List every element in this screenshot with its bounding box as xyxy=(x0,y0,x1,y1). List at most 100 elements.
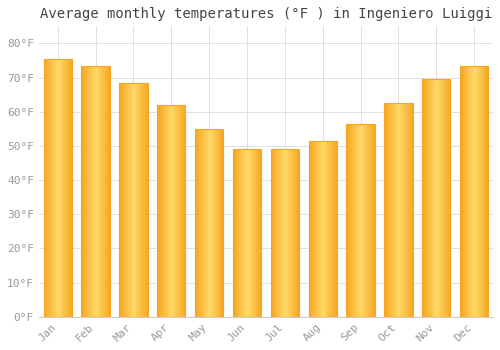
Bar xyxy=(175,105,176,317)
Bar xyxy=(474,65,475,317)
Bar xyxy=(66,59,67,317)
Bar xyxy=(244,149,245,317)
Bar xyxy=(396,103,398,317)
Bar xyxy=(246,149,247,317)
Bar xyxy=(182,105,184,317)
Bar xyxy=(254,149,256,317)
Bar xyxy=(88,65,89,317)
Bar xyxy=(52,59,53,317)
Bar xyxy=(404,103,405,317)
Bar xyxy=(346,124,348,317)
Bar xyxy=(440,79,441,317)
Bar xyxy=(89,65,90,317)
Bar xyxy=(170,105,172,317)
Bar xyxy=(374,124,375,317)
Bar xyxy=(321,141,322,317)
Bar xyxy=(389,103,390,317)
Bar xyxy=(313,141,314,317)
Bar xyxy=(470,65,472,317)
Bar xyxy=(442,79,443,317)
Bar xyxy=(49,59,50,317)
Bar xyxy=(280,149,281,317)
Bar xyxy=(168,105,170,317)
Bar xyxy=(184,105,186,317)
Bar xyxy=(50,59,51,317)
Bar xyxy=(71,59,72,317)
Bar xyxy=(91,65,92,317)
Bar xyxy=(391,103,392,317)
Bar xyxy=(90,65,91,317)
Bar xyxy=(92,65,94,317)
Bar xyxy=(206,129,208,317)
Bar xyxy=(423,79,424,317)
Bar xyxy=(466,65,468,317)
Bar xyxy=(109,65,110,317)
Bar xyxy=(406,103,407,317)
Bar xyxy=(233,149,261,317)
Bar xyxy=(407,103,408,317)
Bar xyxy=(163,105,164,317)
Bar xyxy=(312,141,313,317)
Bar xyxy=(251,149,252,317)
Bar xyxy=(434,79,436,317)
Bar xyxy=(360,124,362,317)
Bar xyxy=(326,141,328,317)
Bar xyxy=(409,103,410,317)
Bar xyxy=(270,149,299,317)
Bar xyxy=(322,141,324,317)
Bar xyxy=(143,83,144,317)
Bar xyxy=(108,65,109,317)
Bar xyxy=(476,65,477,317)
Bar xyxy=(102,65,103,317)
Bar xyxy=(98,65,100,317)
Bar xyxy=(250,149,251,317)
Bar xyxy=(119,83,148,317)
Bar xyxy=(96,65,98,317)
Bar xyxy=(68,59,69,317)
Bar xyxy=(103,65,104,317)
Bar xyxy=(373,124,374,317)
Bar xyxy=(211,129,212,317)
Bar xyxy=(137,83,138,317)
Bar xyxy=(157,105,158,317)
Bar xyxy=(390,103,391,317)
Bar xyxy=(308,141,337,317)
Bar xyxy=(355,124,356,317)
Bar xyxy=(84,65,85,317)
Bar xyxy=(400,103,402,317)
Bar xyxy=(333,141,334,317)
Bar xyxy=(402,103,403,317)
Bar xyxy=(310,141,312,317)
Bar xyxy=(387,103,388,317)
Bar xyxy=(119,83,120,317)
Bar xyxy=(281,149,282,317)
Bar xyxy=(145,83,146,317)
Bar xyxy=(366,124,367,317)
Bar xyxy=(54,59,55,317)
Bar xyxy=(202,129,203,317)
Bar xyxy=(216,129,218,317)
Bar xyxy=(270,149,272,317)
Bar xyxy=(141,83,142,317)
Bar xyxy=(351,124,352,317)
Bar xyxy=(176,105,177,317)
Bar xyxy=(132,83,134,317)
Bar xyxy=(320,141,321,317)
Bar xyxy=(352,124,353,317)
Bar xyxy=(445,79,446,317)
Bar xyxy=(398,103,400,317)
Bar xyxy=(174,105,175,317)
Bar xyxy=(258,149,260,317)
Bar xyxy=(87,65,88,317)
Bar xyxy=(443,79,444,317)
Bar xyxy=(317,141,318,317)
Bar xyxy=(62,59,64,317)
Bar xyxy=(146,83,148,317)
Bar xyxy=(128,83,130,317)
Bar xyxy=(272,149,274,317)
Bar xyxy=(437,79,438,317)
Title: Average monthly temperatures (°F ) in Ingeniero Luiggi: Average monthly temperatures (°F ) in In… xyxy=(40,7,492,21)
Bar xyxy=(56,59,57,317)
Bar xyxy=(287,149,288,317)
Bar xyxy=(179,105,180,317)
